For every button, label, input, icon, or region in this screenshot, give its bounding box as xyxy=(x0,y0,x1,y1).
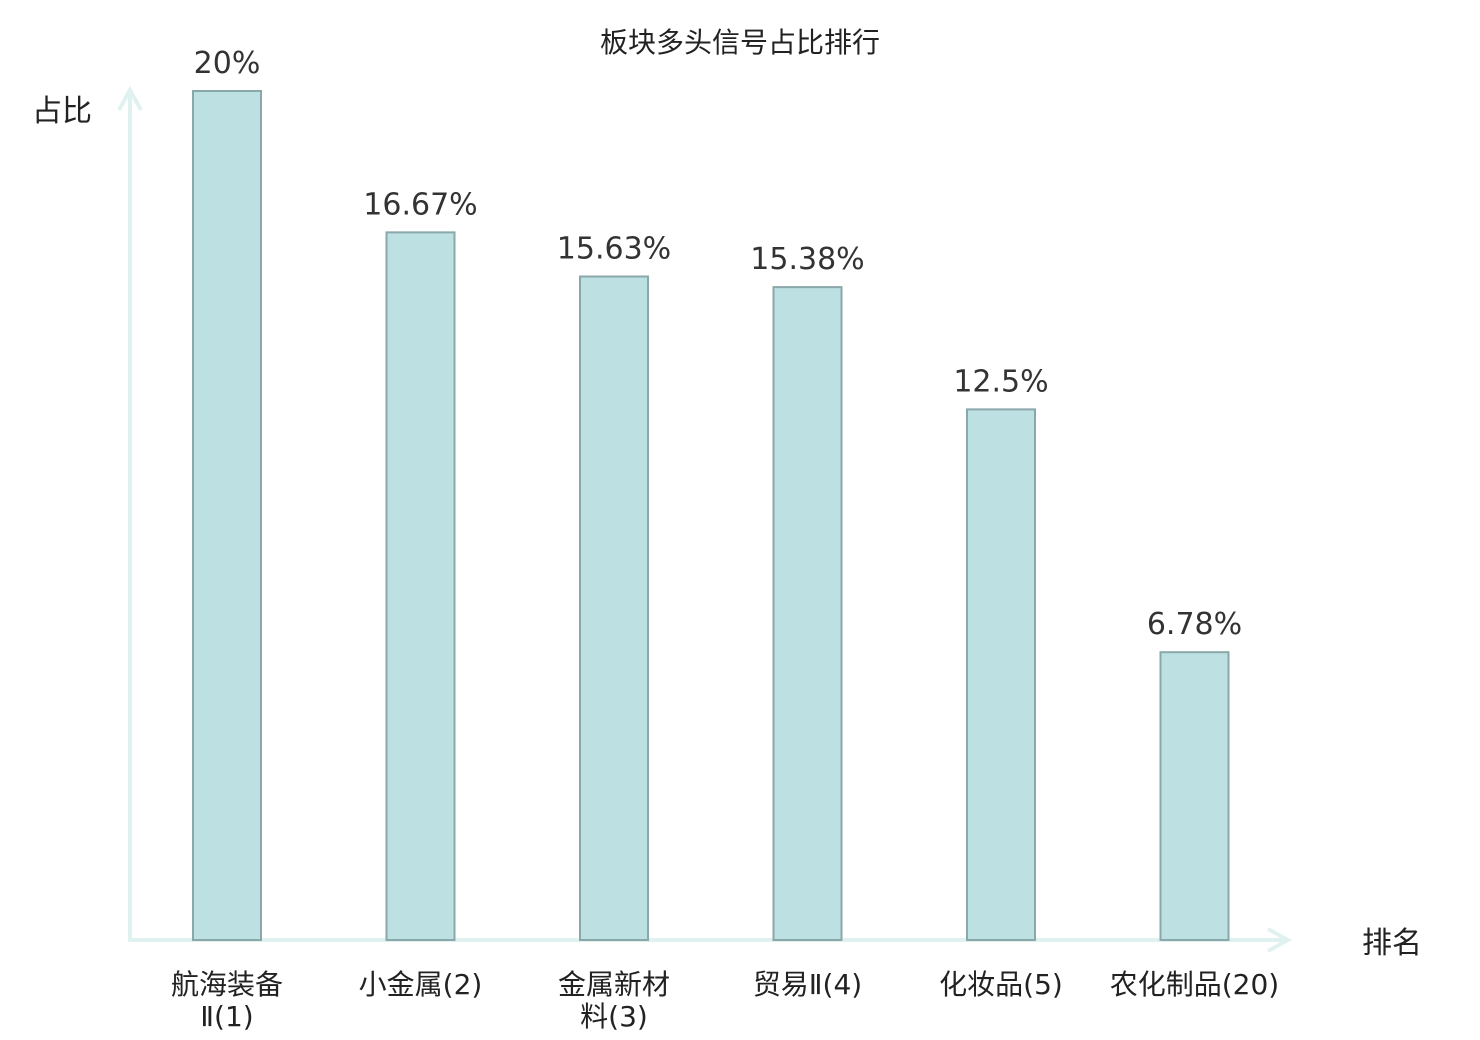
value-label-4: 15.38% xyxy=(750,242,864,277)
y-axis-label: 占比 xyxy=(32,94,92,129)
value-label-6: 6.78% xyxy=(1147,607,1242,642)
bars-group xyxy=(192,90,1230,942)
value-labels-group: 20% 16.67% 15.63% 15.38% 12.5% 6.78% xyxy=(194,46,1243,642)
y-axis xyxy=(117,85,143,940)
category-label-1-line-1: 航海装备 xyxy=(171,968,283,1001)
category-label-2-line-1: 小金属(2) xyxy=(359,968,483,1001)
bar-2 xyxy=(385,231,456,941)
bar-5 xyxy=(966,408,1036,941)
value-label-3: 15.63% xyxy=(557,232,671,267)
x-axis xyxy=(128,927,1293,953)
bar-6 xyxy=(1159,651,1230,942)
value-label-5: 12.5% xyxy=(953,364,1048,399)
x-axis-arrowhead xyxy=(1267,927,1293,953)
x-axis-label: 排名 xyxy=(1362,926,1422,961)
y-axis-arrowhead xyxy=(117,85,143,111)
category-label-1-line-2: Ⅱ(1) xyxy=(200,1000,253,1033)
value-label-2: 16.67% xyxy=(363,187,477,222)
category-label-3-line-1: 金属新材 xyxy=(558,968,670,1001)
chart-title: 板块多头信号占比排行 xyxy=(600,26,880,59)
category-label-3-line-2: 料(3) xyxy=(580,1000,648,1033)
category-label-4-line-1: 贸易Ⅱ(4) xyxy=(753,968,862,1001)
category-label-6-line-1: 农化制品(20) xyxy=(1110,968,1279,1001)
category-label-5-line-1: 化妆品(5) xyxy=(939,968,1063,1001)
bar-3 xyxy=(579,275,649,942)
bar-4 xyxy=(772,286,843,941)
value-label-1: 20% xyxy=(194,46,261,81)
bar-1 xyxy=(192,90,262,941)
